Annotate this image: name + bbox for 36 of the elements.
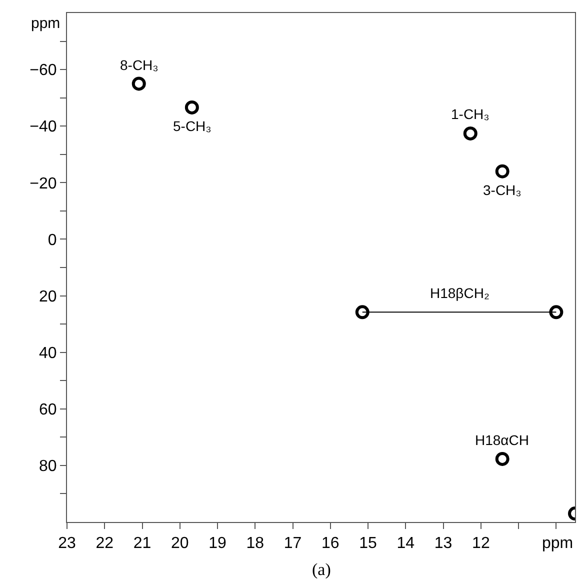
annotation: 3-CH₃ <box>483 182 522 198</box>
annotation: 1-CH₃ <box>451 106 490 122</box>
y-tick-label: −60 <box>30 62 57 80</box>
point <box>495 452 510 466</box>
point <box>495 164 510 178</box>
x-tick-label: 20 <box>170 535 189 552</box>
x-tick-label: 14 <box>396 535 415 552</box>
point <box>132 76 146 91</box>
x-tick-label: 18 <box>246 535 264 552</box>
annotation: 8-CH₃ <box>120 57 158 73</box>
y-tick-label: −40 <box>30 118 57 136</box>
x-axis-title: ppm <box>542 535 574 552</box>
annotation: H18βCH₂ <box>430 285 490 301</box>
point <box>184 100 199 114</box>
annotation: H18αCH <box>475 432 529 448</box>
x-tick-label: 17 <box>284 535 302 552</box>
point <box>549 305 564 320</box>
y-tick-label: 20 <box>39 288 57 306</box>
y-tick-label: −20 <box>30 175 57 192</box>
x-tick-label: 23 <box>58 535 76 552</box>
y-tick-label: 60 <box>39 401 57 418</box>
y-tick-label: 40 <box>39 344 57 362</box>
x-tick-label: 21 <box>133 535 152 552</box>
x-tick-label: 12 <box>472 535 490 552</box>
x-tick-label: 13 <box>434 535 452 552</box>
y-tick-label: 80 <box>39 458 57 476</box>
x-tick-label: 16 <box>322 535 340 552</box>
annotation: 5-CH₃ <box>173 118 212 134</box>
text: (a) <box>312 560 331 579</box>
x-tick-label: 19 <box>208 535 227 552</box>
point <box>355 305 370 320</box>
x-tick-label: 15 <box>359 535 378 552</box>
x-tick-label: 22 <box>96 535 114 552</box>
y-axis-title: ppm <box>31 15 60 32</box>
y-tick-label: 0 <box>48 232 57 249</box>
point <box>463 126 478 140</box>
